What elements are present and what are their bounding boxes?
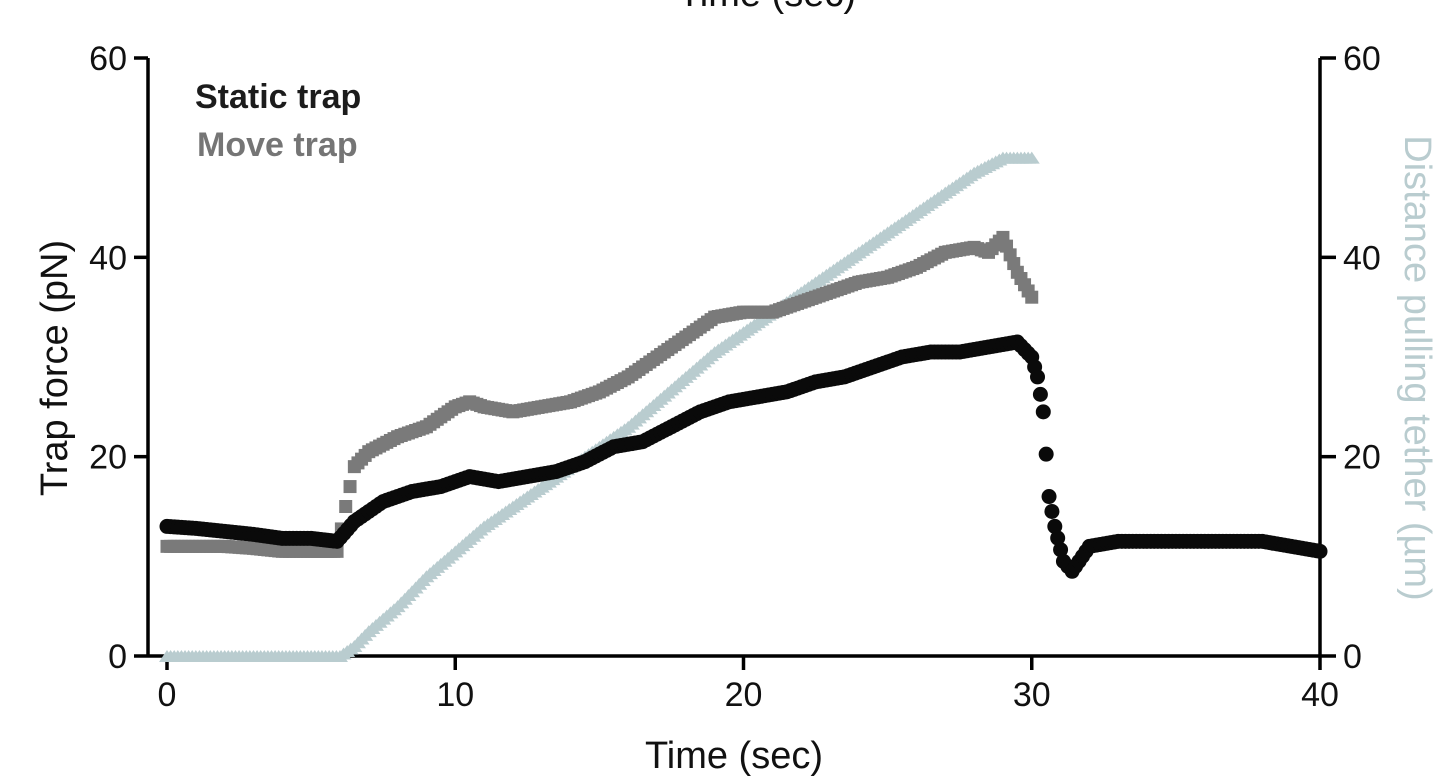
distance-point <box>1023 151 1040 164</box>
y-right-tick-label: 0 <box>1343 638 1362 676</box>
legend-move-trap: Move trap <box>197 126 358 164</box>
x-tick-label: 0 <box>158 676 177 714</box>
move-trap-point <box>343 480 357 494</box>
x-tick-label: 20 <box>725 676 763 714</box>
x-axis-title: Time (sec) <box>645 735 823 777</box>
static-trap-point <box>1041 489 1057 505</box>
y-right-tick-label: 20 <box>1343 439 1381 477</box>
move-trap-series <box>160 230 1039 558</box>
y-left-tick-label: 60 <box>89 40 127 78</box>
static-trap-point <box>1035 404 1051 420</box>
legend: Static trap Move trap <box>195 78 361 164</box>
y-right-tick-label: 40 <box>1343 239 1381 277</box>
static-trap-point <box>1047 518 1063 534</box>
static-trap-point <box>1030 369 1046 385</box>
x-tick-label: 30 <box>1013 676 1051 714</box>
x-tick-label: 40 <box>1301 676 1339 714</box>
y-axis-title-right: Distance pulling tether (µm) <box>1396 135 1438 600</box>
x-tick-label: 10 <box>436 676 474 714</box>
legend-static-trap: Static trap <box>195 78 361 116</box>
static-trap-point <box>1032 386 1048 402</box>
y-left-tick-label: 40 <box>89 239 127 277</box>
y-right-tick-label: 60 <box>1343 40 1381 78</box>
y-axis-title-left: Trap force (pN) <box>34 240 76 496</box>
static-trap-series <box>159 334 1328 579</box>
move-trap-point <box>1025 290 1039 304</box>
move-trap-point <box>339 500 353 513</box>
static-trap-point <box>1044 503 1060 519</box>
y-left-tick-label: 0 <box>108 638 127 676</box>
static-trap-point <box>1050 530 1066 546</box>
clipped-header-text: Time (sec) <box>678 0 856 15</box>
distance-series <box>159 151 1040 662</box>
static-trap-point <box>1053 542 1069 558</box>
y-left-tick-label: 20 <box>89 439 127 477</box>
static-trap-point <box>1312 543 1328 559</box>
static-trap-point <box>1038 446 1054 462</box>
